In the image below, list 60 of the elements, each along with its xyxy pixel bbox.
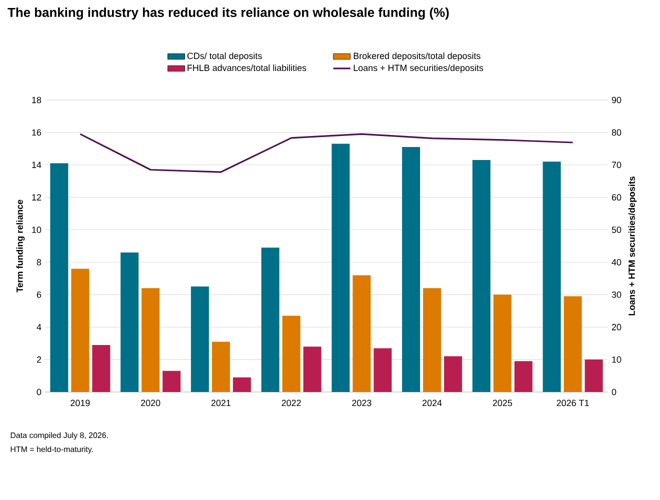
legend-label: CDs/ total deposits: [187, 52, 262, 61]
bar: [282, 316, 300, 392]
bar: [232, 377, 251, 392]
y2-tick-label: 60: [612, 194, 622, 201]
x-tick-label: 2023: [352, 400, 372, 406]
bar: [142, 288, 160, 392]
y2-tick-label: 90: [612, 96, 622, 104]
y2-tick-label: 70: [612, 162, 622, 168]
y-tick-label: 18: [32, 96, 42, 104]
bar: [472, 160, 490, 392]
chart-title: The banking industry has reduced its reliance on wholesale funding (%): [8, 8, 449, 20]
bar: [374, 348, 392, 392]
bar: [352, 275, 371, 392]
y2-tick-label: 20: [612, 324, 622, 330]
bar: [190, 286, 209, 392]
y-axis-title: Term funding reliance: [16, 200, 25, 292]
y2-tick-label: 40: [612, 259, 622, 266]
x-tick-label: 2025: [492, 400, 512, 406]
bar: [444, 356, 462, 392]
bar: [303, 346, 322, 392]
y-tick-label: 16: [32, 129, 42, 136]
x-tick-label: 2022: [282, 400, 301, 406]
y-tick-label: 0: [36, 388, 42, 396]
y-tick-label: 10: [32, 226, 42, 233]
y2-axis-title: Loans + HTM securities/deposits: [628, 176, 637, 316]
y-tick-label: 8: [36, 259, 42, 266]
y-tick-label: 12: [32, 194, 42, 200]
x-tick-label: 2019: [70, 400, 90, 406]
bar: [564, 296, 582, 392]
bar: [50, 163, 68, 392]
bar: [332, 144, 350, 392]
bar: [162, 370, 181, 392]
bar: [120, 252, 139, 392]
bar: [493, 294, 512, 392]
legend-label: Brokered deposits/total deposits: [354, 52, 480, 61]
bar: [71, 268, 90, 392]
x-tick-label: 2026 T1: [556, 400, 589, 406]
y-tick-label: 14: [32, 162, 42, 168]
bar: [92, 344, 110, 392]
y2-tick-label: 0: [612, 388, 616, 396]
x-tick-label: 2020: [141, 400, 160, 406]
y2-tick-label: 50: [612, 226, 622, 233]
y2-tick-label: 80: [612, 129, 622, 136]
bar: [261, 248, 280, 392]
bar: [423, 288, 442, 392]
y-tick-label: 4: [36, 324, 42, 330]
bar: [514, 361, 532, 392]
x-tick-label: 2024: [422, 400, 442, 406]
x-tick-label: 2021: [211, 400, 230, 406]
legend-label: FHLB advances/total liabilities: [188, 64, 306, 72]
bar: [212, 342, 230, 392]
y-tick-label: 6: [36, 291, 42, 298]
bar: [542, 162, 561, 392]
y2-tick-label: 30: [612, 291, 622, 298]
bar: [584, 360, 603, 392]
line-series: [79, 133, 574, 173]
legend-label: Loans + HTM securities/deposits: [354, 64, 484, 73]
bar: [402, 147, 420, 392]
y-tick-label: 2: [36, 356, 42, 363]
y2-tick-label: 10: [612, 356, 622, 363]
